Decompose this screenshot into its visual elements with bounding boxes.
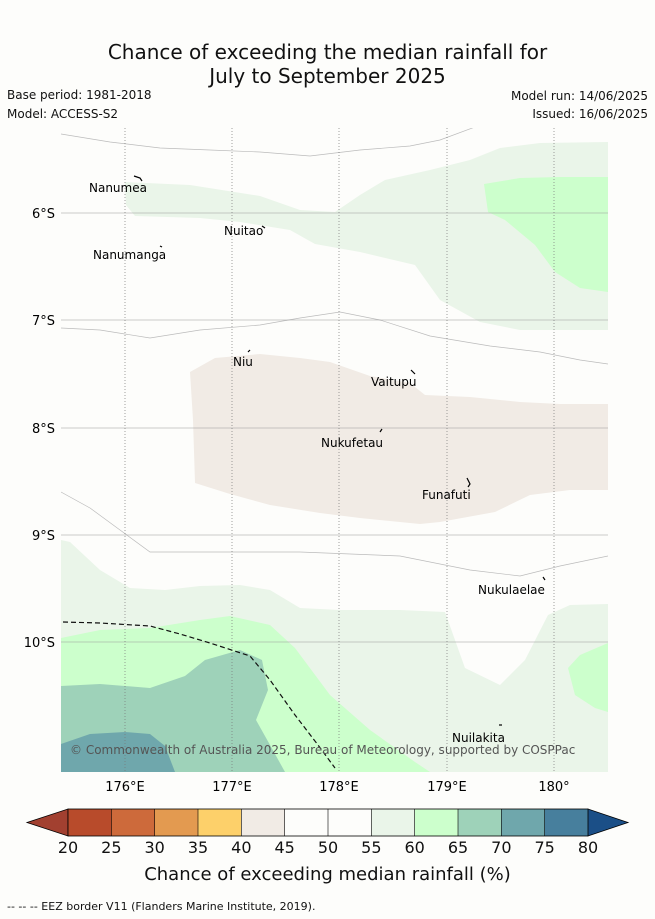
island-funafuti: [466, 477, 471, 488]
map-title: Chance of exceeding the median rainfall …: [0, 40, 655, 88]
island-nukufetau: [379, 428, 383, 433]
contour-outlines: [61, 128, 608, 577]
colorbar: [25, 808, 630, 837]
place-label-nanumea: Nanumea: [89, 181, 147, 195]
lat-label: 8°S: [32, 422, 55, 437]
colorbar-segment: [68, 809, 112, 836]
colorbar-segment: [371, 809, 415, 836]
lat-label: 6°S: [32, 207, 55, 222]
contour-60-65-north: [484, 177, 608, 292]
colorbar-tick-label: 35: [187, 838, 209, 857]
copyright-note: © Commonwealth of Australia 2025, Bureau…: [70, 743, 575, 757]
eez-footnote: -- -- -- EEZ border V11 (Flanders Marine…: [7, 900, 316, 913]
base-period: Base period: 1981-2018: [7, 88, 152, 102]
colorbar-tick-label: 60: [404, 838, 425, 857]
colorbar-over-arrow: [587, 808, 630, 837]
colorbar-segment: [284, 809, 329, 836]
gridlines: [61, 212, 608, 643]
lon-label: 177°E: [212, 780, 252, 795]
colorbar-under-arrow: [25, 808, 69, 837]
contour-40-45-central: [190, 354, 608, 524]
title-line-1: Chance of exceeding the median rainfall …: [107, 40, 548, 64]
place-label-nukufetau: Nukufetau: [321, 436, 383, 450]
map-area: Nanumea Nuitao Nanumanga Niu Vaitupu Nuk…: [61, 128, 608, 772]
island-nukulaelae: [542, 576, 546, 581]
island-shapes: [133, 175, 546, 726]
place-label-niu: Niu: [233, 355, 253, 369]
title-line-2: July to September 2025: [209, 64, 446, 88]
lat-label: 9°S: [32, 529, 55, 544]
place-labels: Nanumea Nuitao Nanumanga Niu Vaitupu Nuk…: [89, 181, 545, 745]
colorbar-segment: [544, 809, 589, 836]
colorbar-segment: [328, 809, 372, 836]
colorbar-segment: [501, 809, 545, 836]
contour-70-75-south: [61, 732, 175, 772]
island-niu: [247, 349, 251, 353]
colorbar-tick-label: 30: [144, 838, 165, 857]
colorbar-segment: [154, 809, 199, 836]
lon-label: 179°E: [427, 780, 467, 795]
colorbar-segment: [458, 809, 502, 836]
lat-labels: 6°S 7°S 8°S 9°S 10°S: [24, 207, 55, 651]
island-nanumanga: [159, 245, 163, 248]
colorbar-tick-label: 45: [274, 838, 295, 857]
place-label-funafuti: Funafuti: [422, 488, 471, 502]
lon-labels: 176°E 177°E 178°E 179°E 180°: [105, 780, 569, 795]
island-nuitao: [261, 225, 266, 229]
model-name: Model: ACCESS-S2: [7, 107, 119, 121]
colorbar-tick-label: 80: [577, 838, 599, 857]
colorbar-tick-label: 55: [361, 838, 382, 857]
model-run: Model run: 14/06/2025: [510, 89, 648, 103]
colorbar-tick-label: 70: [491, 838, 512, 857]
colorbar-segment: [198, 809, 242, 836]
issued-date: Issued: 16/06/2025: [532, 107, 648, 121]
colorbar-segment: [111, 809, 155, 836]
colorbar-segment: [414, 809, 459, 836]
place-label-nuilakita: Nuilakita: [452, 731, 505, 745]
island-vaitupu: [410, 369, 416, 375]
colorbar-tick-label: 75: [534, 838, 555, 857]
eez-border: [62, 621, 336, 769]
colorbar-tick-label: 40: [231, 838, 252, 857]
place-label-nukulaelae: Nukulaelae: [478, 583, 545, 597]
colorbar-frame: [67, 808, 589, 837]
lon-label: 176°E: [105, 780, 145, 795]
colorbar-segment: [241, 809, 285, 836]
place-label-nanumanga: Nanumanga: [93, 248, 166, 262]
meridian-lines: [124, 128, 555, 772]
place-label-nuitao: Nuitao: [224, 224, 263, 238]
contour-60-65-southeast: [568, 643, 608, 712]
colorbar-tick-label: 50: [317, 838, 339, 857]
lat-label: 10°S: [24, 636, 55, 651]
island-nanumea: [133, 175, 143, 182]
colorbar-title: Chance of exceeding median rainfall (%): [144, 864, 511, 885]
colorbar-tick-label: 25: [101, 838, 122, 857]
lon-label: 180°: [538, 780, 569, 795]
lat-label: 7°S: [32, 314, 55, 329]
colorbar-tick-label: 20: [57, 838, 79, 857]
colorbar-tick-label: 65: [447, 838, 469, 857]
lon-label: 178°E: [319, 780, 359, 795]
place-label-vaitupu: Vaitupu: [371, 375, 417, 389]
